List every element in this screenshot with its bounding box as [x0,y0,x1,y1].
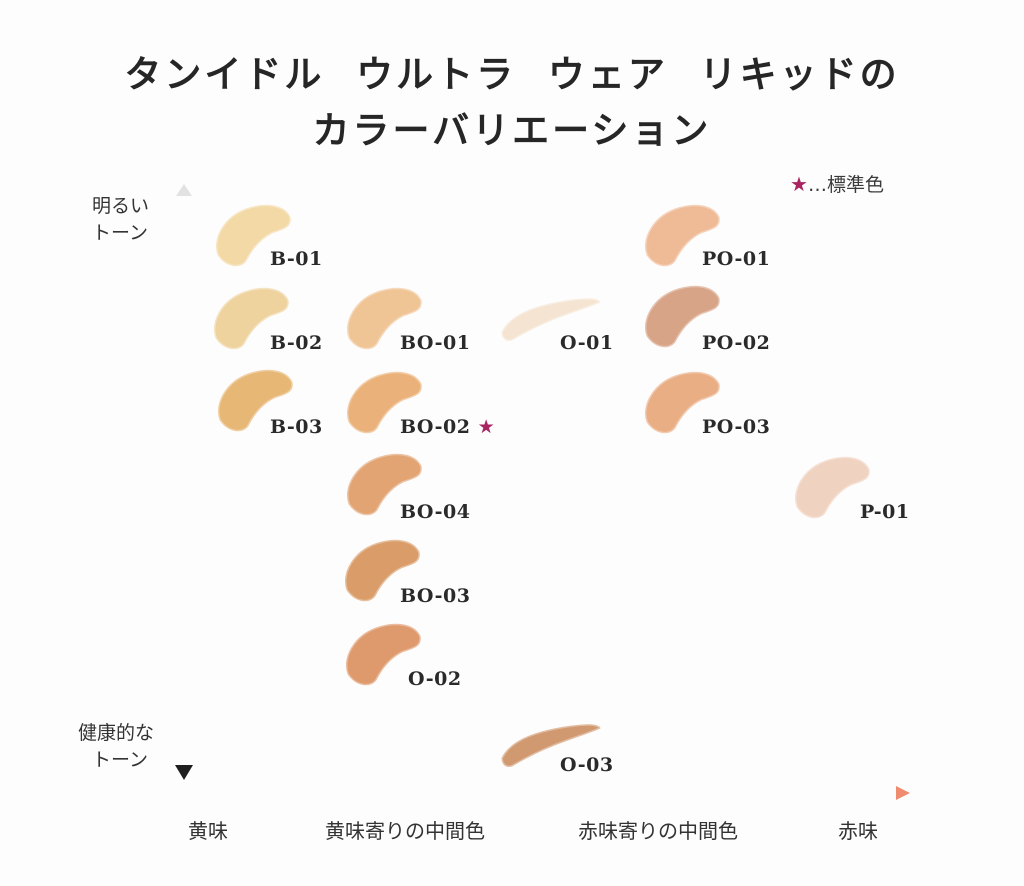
swatch-b-01 [216,204,291,267]
swatch-sheen-po-01 [644,204,721,267]
shade-label-o-02: O-02 [408,668,462,690]
y-axis-top-label: 明るい トーン [92,193,149,247]
standard-star-icon: ★ [470,416,496,438]
shade-code: BO-03 [400,585,471,607]
shade-code: B-01 [270,248,323,270]
swatch-sheen-bo-01 [346,287,423,350]
title-line-2: カラーバリエーション [312,108,712,152]
swatch-po-03 [645,371,720,434]
shade-code: B-03 [270,416,323,438]
shade-code: PO-03 [702,416,771,438]
swatch-sheen-bo-03 [344,539,421,602]
y-axis-top-label-line2: トーン [92,222,149,244]
shade-code: O-01 [560,332,614,354]
swatch-bo-01 [347,287,422,350]
y-axis-bottom-label-line2: トーン [92,749,149,771]
shade-code: B-02 [270,332,323,354]
swatch-bo-03 [345,539,420,602]
shade-label-po-03: PO-03 [702,416,770,438]
swatch-sheen-p-01 [794,456,871,519]
shade-code: P-01 [860,501,910,523]
swatch-po-02 [645,285,720,348]
swatch-sheen-bo-02 [346,371,423,434]
swatch-o-03 [501,724,601,767]
x-axis-label-yellowish-neutral: 黄味寄りの中間色 [325,819,485,843]
swatch-sheen-po-02 [644,285,721,348]
swatch-sheen-o-01 [500,297,602,342]
swatch-bo-02 [347,371,422,434]
shade-label-bo-03: BO-03 [400,585,470,607]
swatch-b-02 [214,287,289,350]
shade-label-o-03: O-03 [560,754,614,776]
swatch-po-01 [645,204,720,267]
x-axis-label-red: 赤味 [838,819,878,843]
shade-label-bo-01: BO-01 [400,332,470,354]
x-axis-arrow [188,786,910,800]
y-axis-bottom-label-line1: 健康的な [78,722,155,744]
shade-label-o-01: O-01 [560,332,614,354]
shade-label-b-02: B-02 [270,332,323,354]
shade-code: O-03 [560,754,614,776]
swatch-bo-04 [347,453,422,516]
shade-code: BO-02 [400,416,471,438]
shade-label-bo-02: BO-02 ★ [400,416,495,438]
swatch-sheen-b-01 [215,204,292,267]
shade-code: O-02 [408,668,462,690]
shade-code: BO-01 [400,332,471,354]
title-line-1: タンイドル ウルトラ ウェア リキッドの [124,52,900,96]
shade-label-bo-04: BO-04 [400,501,470,523]
swatch-o-01 [501,298,601,341]
swatch-sheen-o-02 [345,623,422,686]
legend-text: …標準色 [807,174,884,196]
x-axis-label-reddish-neutral: 赤味寄りの中間色 [578,819,738,843]
swatch-sheen-po-03 [644,371,721,434]
swatch-sheen-b-02 [213,287,290,350]
y-axis-arrow [175,184,193,780]
y-axis-bottom-label: 健康的な トーン [78,720,154,774]
shade-code: PO-02 [702,332,771,354]
shade-label-b-01: B-01 [270,248,323,270]
shade-label-po-02: PO-02 [702,332,770,354]
swatch-sheen-bo-04 [346,453,423,516]
shade-label-po-01: PO-01 [702,248,770,270]
x-axis-label-yellow: 黄味 [188,819,228,843]
swatch-group [213,204,871,768]
swatch-o-02 [346,623,421,686]
shade-label-p-01: P-01 [860,501,910,523]
y-axis-top-label-line1: 明るい [92,195,150,217]
swatch-sheen-o-03 [500,723,602,768]
shade-code: BO-04 [400,501,471,523]
legend: ★…標準色 [790,170,884,197]
swatch-p-01 [795,456,870,519]
shade-label-b-03: B-03 [270,416,323,438]
swatch-sheen-b-03 [217,369,294,432]
shade-code: PO-01 [702,248,771,270]
swatch-b-03 [218,369,293,432]
star-icon: ★ [790,172,808,196]
